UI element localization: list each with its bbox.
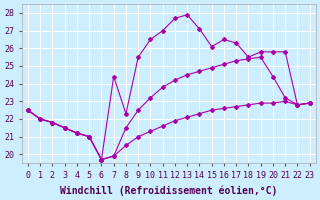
X-axis label: Windchill (Refroidissement éolien,°C): Windchill (Refroidissement éolien,°C) [60,185,277,196]
